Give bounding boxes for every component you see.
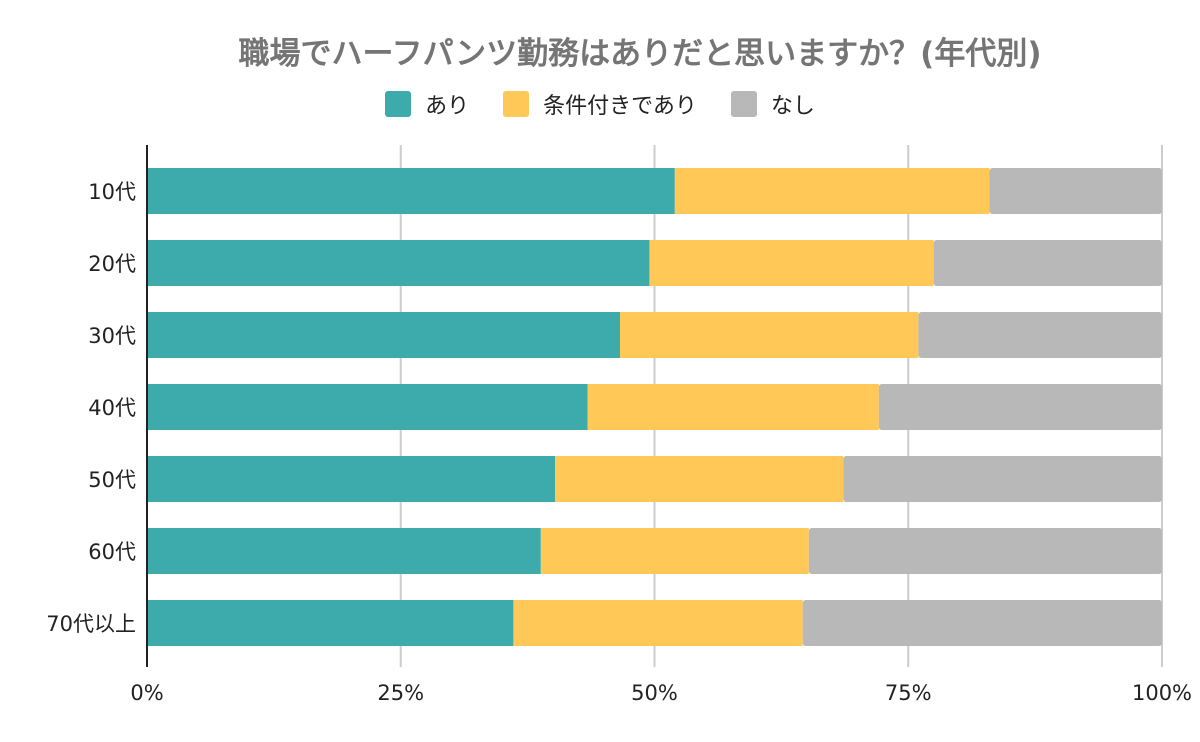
bar-segment[interactable] [147, 312, 620, 358]
legend-swatch-conditional [503, 91, 530, 117]
legend-item-nashi[interactable]: なし [730, 88, 815, 120]
axes: 0% 25% 50% 75% 100% 10代 20代 30代 40代 50代 60代 70代以上 [46, 145, 1192, 705]
x-tick-label: 25% [377, 681, 424, 705]
bar-segment[interactable] [674, 168, 990, 214]
bar-segment[interactable] [619, 312, 919, 358]
x-tick-label: 75% [885, 681, 932, 705]
bar-segment[interactable] [147, 600, 514, 646]
legend: あり 条件付きであり なし [0, 88, 1200, 120]
bars [147, 168, 1162, 646]
legend-swatch-ari [385, 91, 412, 117]
bar-segment[interactable] [513, 600, 803, 646]
bar-segment[interactable] [878, 384, 1162, 430]
bar-segment[interactable] [649, 240, 934, 286]
category-label: 20代 [88, 252, 136, 276]
legend-swatch-nashi [730, 91, 757, 117]
legend-item-ari[interactable]: あり [385, 88, 469, 120]
category-label: 10代 [88, 180, 136, 204]
legend-item-conditional[interactable]: 条件付きであり [503, 88, 697, 120]
x-tick-label: 100% [1132, 681, 1192, 705]
legend-label-conditional: 条件付きであり [543, 94, 697, 119]
category-label: 30代 [88, 324, 136, 348]
x-tick-label: 50% [631, 681, 678, 705]
bar-segment[interactable] [802, 600, 1162, 646]
bar-segment[interactable] [147, 456, 556, 502]
legend-label-nashi: なし [770, 94, 815, 119]
bar-segment[interactable] [918, 312, 1162, 358]
x-tick-label: 0% [130, 681, 163, 705]
bar-segment[interactable] [540, 528, 809, 574]
bar-segment[interactable] [933, 240, 1162, 286]
category-label: 50代 [88, 468, 136, 492]
bar-segment[interactable] [555, 456, 844, 502]
category-label: 60代 [88, 540, 136, 564]
bar-segment[interactable] [989, 168, 1162, 214]
category-label: 70代以上 [46, 612, 136, 636]
bar-segment[interactable] [808, 528, 1162, 574]
bar-segment[interactable] [147, 528, 541, 574]
legend-label-ari: あり [425, 94, 470, 119]
category-label: 40代 [88, 396, 136, 420]
bar-segment[interactable] [147, 240, 650, 286]
chart-title: 職場でハーフパンツ勤務はありだと思いますか？(年代別) [238, 36, 1042, 72]
bar-segment[interactable] [147, 384, 588, 430]
bar-segment[interactable] [587, 384, 879, 430]
bar-segment[interactable] [843, 456, 1162, 502]
bar-segment[interactable] [147, 168, 675, 214]
